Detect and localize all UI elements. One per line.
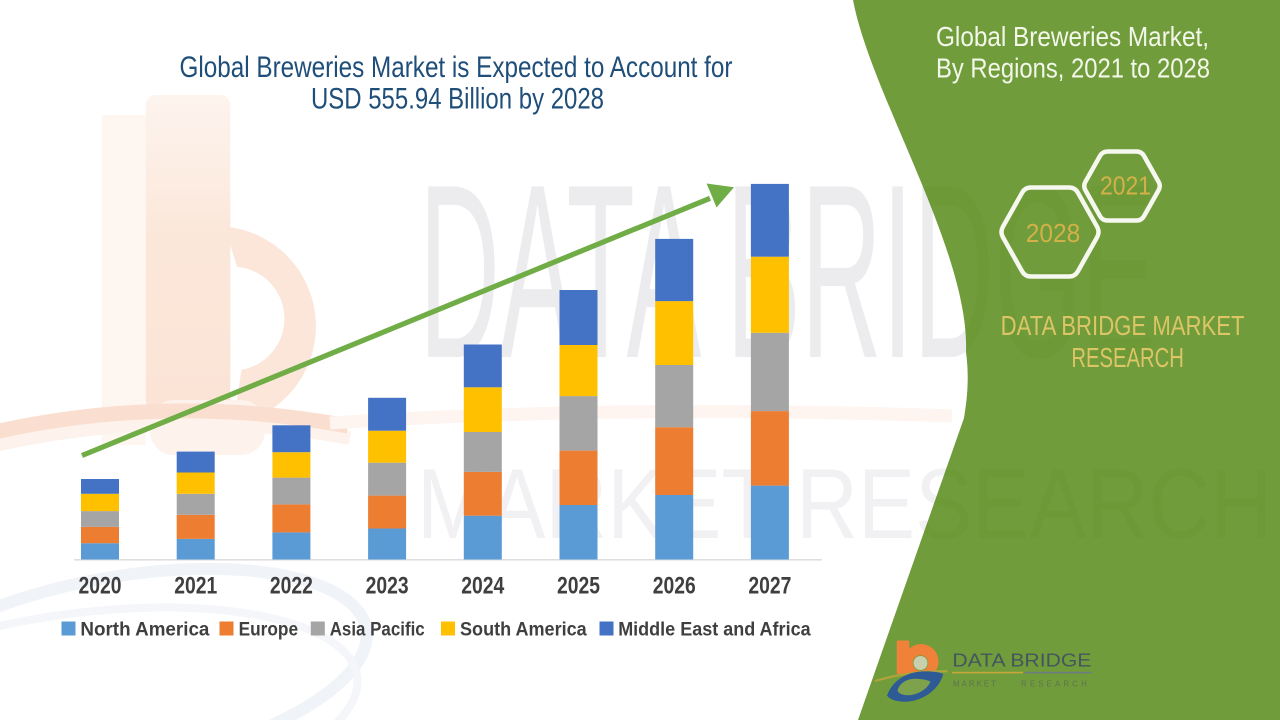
svg-text:2022: 2022 xyxy=(270,573,313,600)
svg-text:DATA BRIDGE: DATA BRIDGE xyxy=(952,650,1091,671)
svg-text:DATA BRIDGE MARKET: DATA BRIDGE MARKET xyxy=(1001,310,1245,341)
svg-text:2027: 2027 xyxy=(748,573,791,600)
svg-text:By Regions, 2021 to 2028: By Regions, 2021 to 2028 xyxy=(936,53,1210,84)
svg-text:2023: 2023 xyxy=(366,573,409,600)
svg-text:2021: 2021 xyxy=(174,573,217,600)
svg-text:North America: North America xyxy=(80,619,209,641)
svg-text:MARKET: MARKET xyxy=(953,680,998,689)
svg-text:Global Breweries Market is Exp: Global Breweries Market is Expected to A… xyxy=(180,51,733,84)
svg-text:RESEARCH: RESEARCH xyxy=(1071,342,1184,373)
svg-text:2028: 2028 xyxy=(1026,218,1081,248)
svg-text:2024: 2024 xyxy=(461,573,505,600)
svg-text:Global Breweries Market,: Global Breweries Market, xyxy=(936,21,1209,52)
svg-text:Asia Pacific: Asia Pacific xyxy=(330,619,425,641)
svg-text:2026: 2026 xyxy=(653,573,696,600)
svg-text:2020: 2020 xyxy=(79,573,122,600)
svg-text:Middle East and Africa: Middle East and Africa xyxy=(618,619,811,641)
svg-text:2021: 2021 xyxy=(1100,170,1151,200)
svg-text:RESEARCH: RESEARCH xyxy=(1021,680,1090,689)
svg-text:USD 555.94 Billion by 2028: USD 555.94 Billion by 2028 xyxy=(311,83,604,116)
svg-text:Europe: Europe xyxy=(239,619,299,641)
svg-text:2025: 2025 xyxy=(557,573,600,600)
svg-text:South America: South America xyxy=(460,619,587,641)
